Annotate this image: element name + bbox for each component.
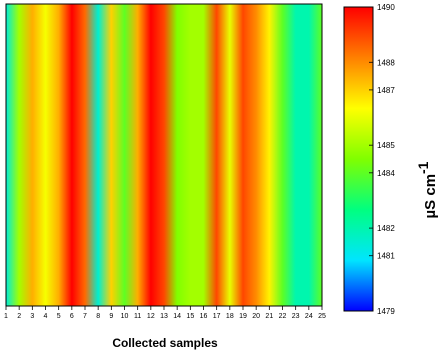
colorbar-tick-label: 1479 xyxy=(377,307,395,316)
x-tick-label: 4 xyxy=(44,313,48,320)
x-tick-label: 19 xyxy=(239,313,247,320)
x-tick-label: 7 xyxy=(83,313,87,320)
x-tick-label: 10 xyxy=(121,313,129,320)
colorbar-tick-label: 1488 xyxy=(377,58,395,67)
x-tick-label: 20 xyxy=(252,313,260,320)
colorbar-tick-label: 1485 xyxy=(377,141,395,150)
colorbar-ticks: 1479 1481 1482 1484 1485 1487 1488 1490 xyxy=(369,3,395,316)
x-tick-label: 15 xyxy=(186,313,194,320)
colorbar-unit-label: µS cm-1 xyxy=(415,161,439,218)
x-tick-label: 25 xyxy=(318,313,326,320)
x-axis-title: Collected samples xyxy=(112,336,218,350)
x-tick-label: 13 xyxy=(160,313,168,320)
x-tick-label: 21 xyxy=(265,313,273,320)
plot-area xyxy=(6,4,322,306)
x-tick-label: 9 xyxy=(109,313,113,320)
x-tick-label: 23 xyxy=(292,313,300,320)
svg-text:µS cm-1: µS cm-1 xyxy=(415,161,439,218)
x-tick-label: 6 xyxy=(70,313,74,320)
unit-exponent: -1 xyxy=(415,161,431,174)
x-tick-label: 5 xyxy=(57,313,61,320)
colorbar-tick-label: 1487 xyxy=(377,86,395,95)
x-tick-label: 17 xyxy=(213,313,221,320)
x-axis-ticks: 1 2 3 4 5 6 7 8 9 10 11 12 13 14 15 16 17 18 19 20 21 22 23 24 2… xyxy=(4,306,326,320)
x-tick-label: 2 xyxy=(17,313,21,320)
x-tick-label: 24 xyxy=(305,313,313,320)
colorbar xyxy=(343,6,374,312)
x-tick-label: 18 xyxy=(226,313,234,320)
colorbar-tick-label: 1490 xyxy=(377,3,395,12)
colorbar-tick-label: 1484 xyxy=(377,169,395,178)
colorbar-tick-label: 1481 xyxy=(377,252,395,261)
x-tick-label: 8 xyxy=(96,313,100,320)
x-tick-label: 16 xyxy=(200,313,208,320)
x-tick-label: 11 xyxy=(134,313,141,320)
x-tick-label: 14 xyxy=(173,313,181,320)
unit-base: µS cm xyxy=(422,174,439,219)
colorbar-tick-label: 1482 xyxy=(377,224,395,233)
x-tick-label: 3 xyxy=(30,313,34,320)
x-tick-label: 12 xyxy=(147,313,155,320)
x-tick-label: 22 xyxy=(279,313,287,320)
x-tick-label: 1 xyxy=(4,313,8,320)
